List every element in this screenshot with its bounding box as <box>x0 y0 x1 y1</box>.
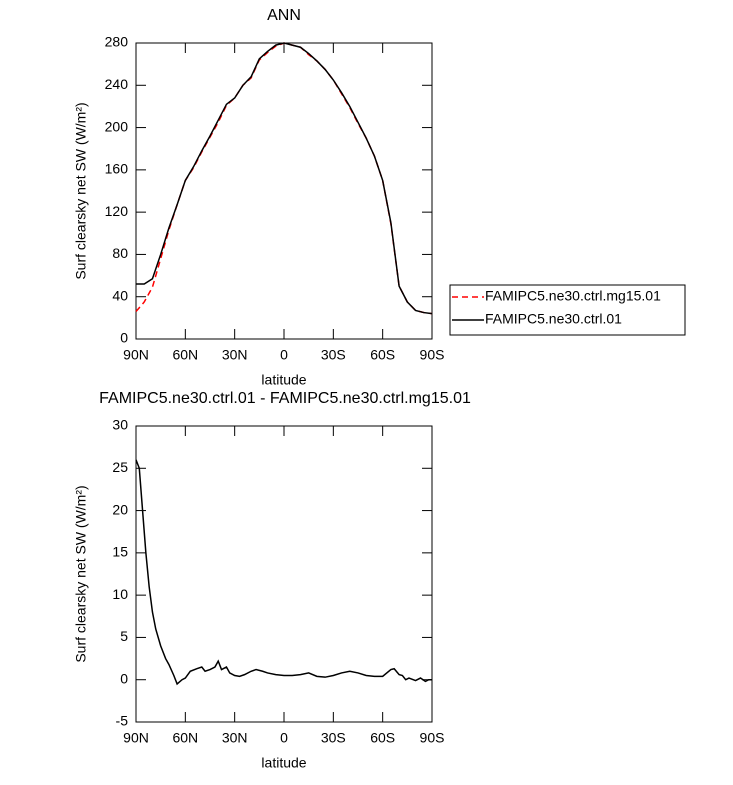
legend-box <box>449 284 686 336</box>
y-tick-label: 5 <box>120 628 128 644</box>
y-tick-label: 0 <box>120 670 128 686</box>
data-line <box>136 42 433 315</box>
x-tick-label: 90S <box>420 347 445 363</box>
data-line <box>135 42 433 315</box>
y-tick-label: 280 <box>105 34 129 50</box>
legend-label: FAMIPC5.ne30.ctrl.mg15.01 <box>485 288 661 304</box>
y-tick-label: 10 <box>112 586 128 602</box>
y-axis-label: Surf clearsky net SW (W/m²) <box>73 485 89 662</box>
x-tick-label: 60N <box>172 347 198 363</box>
x-tick-label: 60N <box>172 730 198 746</box>
x-axis-label: latitude <box>261 755 306 771</box>
y-tick-label: 20 <box>112 501 128 517</box>
x-tick-label: 30S <box>321 730 346 746</box>
y-tick-label: 160 <box>105 161 129 177</box>
y-tick-label: -5 <box>116 713 129 729</box>
x-tick-label: 30S <box>321 347 346 363</box>
y-axis-label: Surf clearsky net SW (W/m²) <box>73 102 89 279</box>
data-line <box>135 459 432 686</box>
y-tick-label: 40 <box>112 287 128 303</box>
y-tick-label: 15 <box>112 544 128 560</box>
chart-title: FAMIPC5.ne30.ctrl.01 - FAMIPC5.ne30.ctrl… <box>99 390 471 407</box>
plot-frame <box>135 42 433 340</box>
x-tick-label: 90S <box>420 730 445 746</box>
y-tick-label: 200 <box>105 118 129 134</box>
y-tick-label: 25 <box>112 459 128 475</box>
y-tick-label: 80 <box>112 245 128 261</box>
x-tick-label: 0 <box>280 730 288 746</box>
x-tick-label: 60S <box>370 730 395 746</box>
y-tick-label: 120 <box>105 203 129 219</box>
y-tick-label: 0 <box>120 330 128 346</box>
x-tick-label: 90N <box>123 347 149 363</box>
x-tick-label: 30N <box>222 347 248 363</box>
x-tick-label: 0 <box>280 347 288 363</box>
y-tick-label: 240 <box>105 76 129 92</box>
chart-title: ANN <box>267 7 301 24</box>
x-tick-label: 30N <box>222 730 248 746</box>
plot-frame <box>135 425 433 723</box>
x-tick-label: 60S <box>370 347 395 363</box>
x-tick-label: 90N <box>123 730 149 746</box>
y-tick-label: 30 <box>112 417 128 433</box>
legend-label: FAMIPC5.ne30.ctrl.01 <box>485 311 622 327</box>
x-axis-label: latitude <box>261 372 306 388</box>
